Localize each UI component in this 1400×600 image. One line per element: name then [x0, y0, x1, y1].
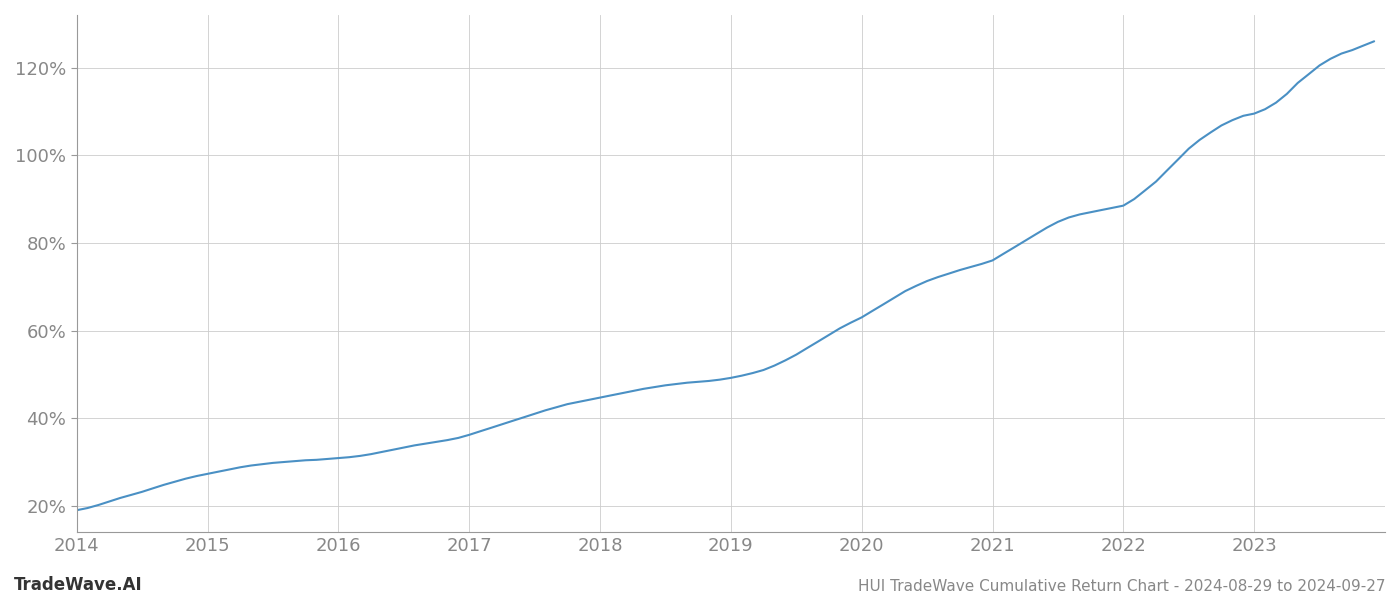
Text: HUI TradeWave Cumulative Return Chart - 2024-08-29 to 2024-09-27: HUI TradeWave Cumulative Return Chart - … [858, 579, 1386, 594]
Text: TradeWave.AI: TradeWave.AI [14, 576, 143, 594]
